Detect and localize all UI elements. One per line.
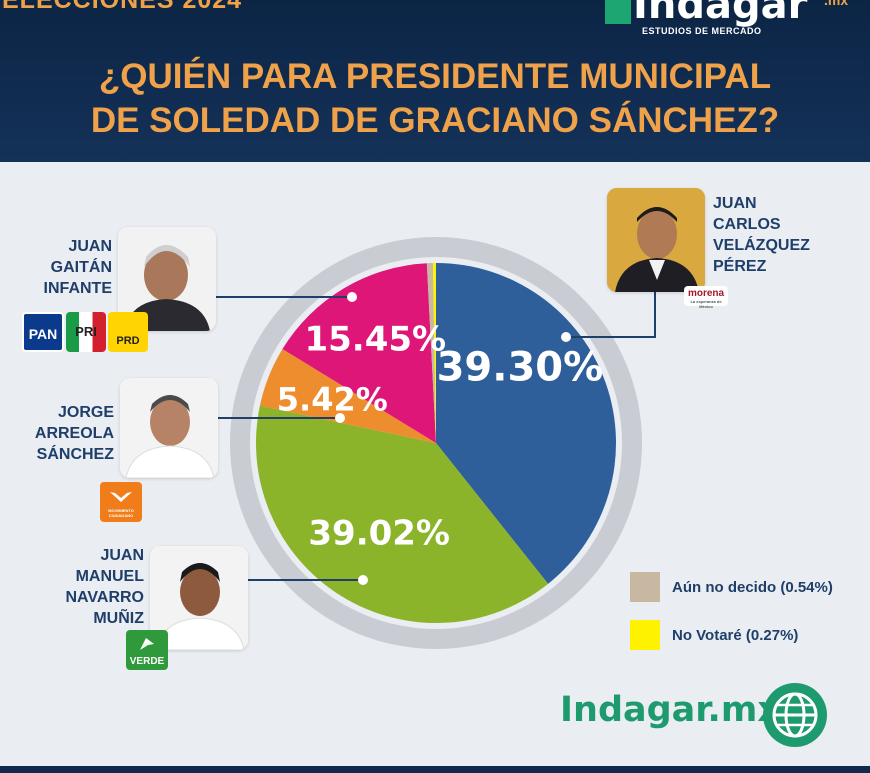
pie-slice-label-2: 39.02% — [308, 513, 450, 553]
pie-slice-1 — [436, 263, 616, 584]
party-slogan: La esperanza de México — [690, 299, 722, 309]
name-line: JUAN — [713, 195, 757, 212]
name-line: JUAN — [100, 547, 144, 564]
eyebrow-text: ELECCIONES 2024 — [2, 0, 243, 14]
leader-dot-navarro — [358, 575, 368, 585]
name-line: JUAN — [68, 238, 112, 255]
name-line: GAITÁN — [50, 259, 112, 276]
party-logo-morena: morena La esperanza de México — [684, 286, 728, 309]
legend-item-no-vote: No Votaré (0.27%) — [630, 620, 798, 650]
party-logo-verde: VERDE — [126, 630, 168, 670]
person-icon — [120, 378, 218, 478]
pie-slice-label-1: 39.30% — [437, 344, 604, 390]
name-line: SÁNCHEZ — [36, 446, 114, 463]
pie-slice-labels: 39.30% 39.02% 5.42% 15.45% — [277, 319, 603, 553]
candidate-name-navarro: JUAN MANUEL NAVARRO MUÑIZ — [20, 545, 144, 629]
party-logo-movimiento-ciudadano: MOVIMIENTO CIUDADANO — [100, 482, 142, 522]
candidate-photo-velazquez — [607, 188, 705, 292]
leader-dots — [335, 292, 571, 585]
candidate-name-arreola: JORGE ARREOLA SÁNCHEZ — [20, 402, 114, 465]
legend-swatch — [630, 620, 660, 650]
header-banner: ELECCIONES 2024 Indagar .mx ESTUDIOS DE … — [0, 0, 870, 162]
party-logo-pan: PAN — [22, 312, 64, 352]
name-line: PÉREZ — [713, 258, 767, 275]
candidate-photo-arreola — [120, 378, 218, 478]
person-icon — [150, 546, 248, 650]
party-name: morena — [687, 288, 725, 299]
title-line-1: ¿QUIÉN PARA PRESIDENTE MUNICIPAL — [98, 57, 772, 96]
candidate-photo-gaitan — [118, 227, 216, 331]
leader-line-velazquez — [566, 292, 656, 338]
logo-name: Indagar — [633, 0, 808, 28]
pie-slices — [255, 263, 616, 624]
person-icon — [607, 188, 705, 292]
page-title: ¿QUIÉN PARA PRESIDENTE MUNICIPAL DE SOLE… — [0, 55, 870, 143]
candidate-name-velazquez: JUAN CARLOS VELÁZQUEZ PÉREZ — [713, 193, 810, 277]
pie-slice-6 — [432, 263, 436, 443]
name-line: CARLOS — [713, 216, 781, 233]
person-icon — [118, 227, 216, 331]
title-line-2: DE SOLEDAD DE GRACIANO SÁNCHEZ? — [90, 101, 780, 140]
leader-lines — [216, 292, 656, 581]
logo-subtitle: ESTUDIOS DE MERCADO — [642, 26, 762, 36]
legend-label: Aún no decido (0.54%) — [672, 578, 833, 596]
eagle-icon — [110, 492, 132, 502]
party-logo-pri: PRI — [66, 312, 106, 352]
pie-slice-4 — [282, 263, 436, 443]
pie-slice-label-4: 15.45% — [304, 319, 446, 359]
logo-tld: .mx — [824, 0, 849, 8]
leader-dot-gaitan — [347, 292, 357, 302]
name-line: NAVARRO — [65, 589, 144, 606]
name-line: MANUEL — [75, 568, 144, 585]
party-name: PAN — [28, 326, 58, 342]
toucan-icon — [140, 638, 154, 650]
name-line: VELÁZQUEZ — [713, 237, 810, 254]
candidate-name-gaitan: JUAN GAITÁN INFANTE — [20, 236, 112, 299]
name-line: ARREOLA — [34, 425, 114, 442]
legend-swatch — [630, 572, 660, 602]
name-line: INFANTE — [43, 280, 112, 297]
party-name: MOVIMIENTO CIUDADANO — [108, 508, 134, 518]
pie-slice-2 — [255, 405, 549, 624]
leader-dot-velazquez — [561, 332, 571, 342]
logo-mark — [605, 0, 631, 24]
party-name: PRD — [116, 335, 140, 347]
party-logo-prd: PRD — [108, 312, 148, 352]
pie-slice-label-3: 5.42% — [277, 381, 388, 419]
brand-text: Indagar.mx — [560, 690, 780, 730]
name-line: MUÑIZ — [93, 610, 144, 627]
party-name: VERDE — [129, 656, 165, 667]
leader-dot-arreola — [335, 413, 345, 423]
name-line: JORGE — [57, 404, 114, 421]
globe-icon — [763, 683, 827, 747]
legend-item-undecided: Aún no decido (0.54%) — [630, 572, 833, 602]
pie-slice-5 — [426, 263, 436, 443]
legend-label: No Votaré (0.27%) — [672, 626, 799, 644]
party-name: PRI — [75, 324, 97, 339]
pie-slice-3 — [259, 349, 436, 443]
bottom-strip — [0, 766, 870, 773]
